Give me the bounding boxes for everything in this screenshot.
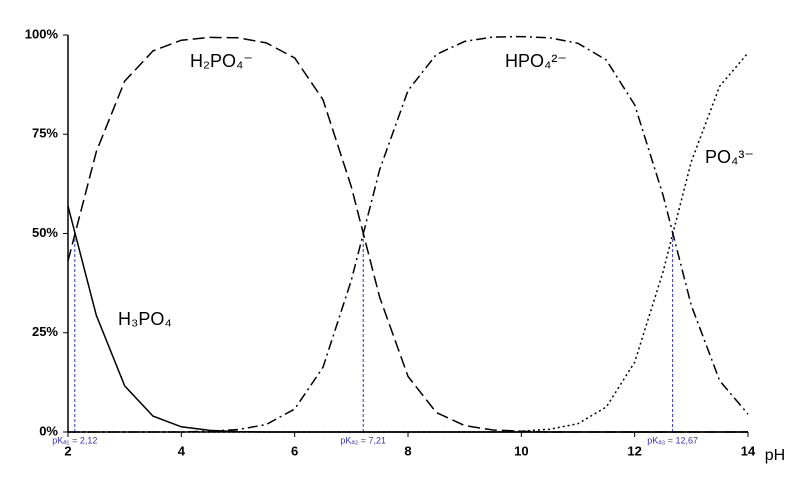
x-tick-label: 12 (627, 443, 641, 458)
x-axis-label: pH (765, 447, 785, 464)
series-line (68, 35, 749, 433)
species-label: H₂PO₄⁻ (190, 51, 253, 71)
x-tick-label: 14 (741, 443, 756, 458)
species-label: PO₄³⁻ (705, 147, 754, 167)
series-line (68, 52, 749, 433)
x-tick-label: 4 (178, 443, 186, 458)
pka-label: pKₐ₃ = 12,67 (647, 435, 698, 445)
y-tick-label: 50% (32, 225, 58, 240)
y-tick-label: 100% (25, 26, 59, 41)
x-tick-label: 10 (514, 443, 528, 458)
x-tick-label: 2 (64, 443, 71, 458)
x-tick-label: 8 (404, 443, 411, 458)
y-tick-label: 0% (39, 423, 58, 438)
series-line (67, 36, 748, 433)
pka-label: pKₐ₁ = 2,12 (52, 435, 97, 445)
y-tick-label: 25% (32, 324, 58, 339)
species-label: H₃PO₄ (118, 309, 172, 329)
y-tick-label: 75% (32, 126, 58, 141)
pka-label: pKₐ₂ = 7,21 (340, 435, 386, 445)
x-tick-label: 6 (291, 443, 298, 458)
species-label: HPO₄²⁻ (505, 51, 567, 71)
